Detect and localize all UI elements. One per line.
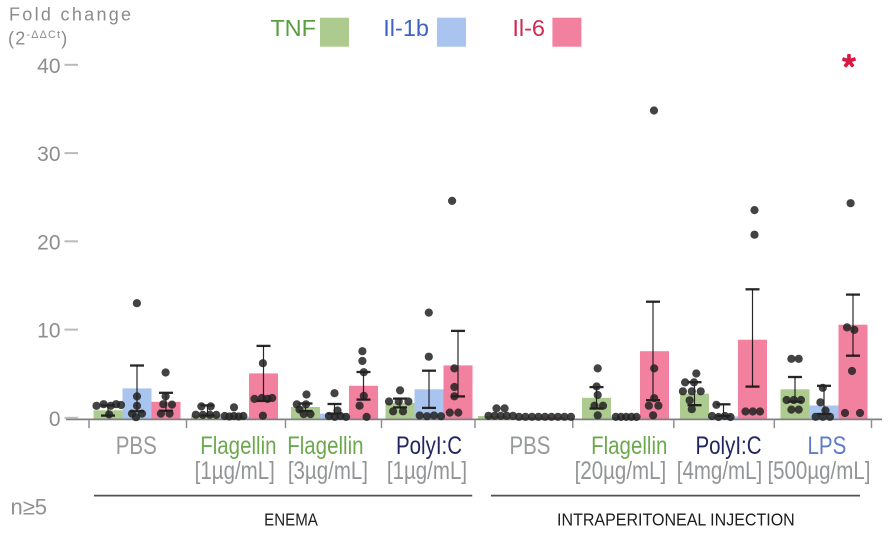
svg-text:Flagellin: Flagellin [287, 431, 363, 459]
svg-text:Flagellin: Flagellin [591, 431, 667, 459]
svg-text:Il-6: Il-6 [512, 15, 545, 41]
svg-text:[500µg/mL]: [500µg/mL] [767, 456, 870, 484]
svg-text:n≥5: n≥5 [11, 495, 48, 520]
svg-text:INTRAPERITONEAL INJECTION: INTRAPERITONEAL INJECTION [557, 509, 795, 529]
svg-text:30: 30 [37, 143, 60, 166]
svg-text:[1µg/mL]: [1µg/mL] [387, 456, 467, 484]
svg-text:20: 20 [37, 231, 60, 254]
svg-text:TNF: TNF [270, 15, 316, 41]
svg-text:PBS: PBS [116, 431, 157, 459]
svg-text:10: 10 [37, 320, 60, 343]
svg-text:ENEMA: ENEMA [264, 509, 318, 529]
svg-text:Fold change: Fold change [9, 5, 133, 25]
svg-text:PolyI:C: PolyI:C [396, 431, 462, 459]
svg-text:Flagellin: Flagellin [200, 431, 276, 459]
svg-text:PBS: PBS [509, 431, 550, 459]
svg-text:[4mg/mL]: [4mg/mL] [677, 456, 762, 484]
svg-text:40: 40 [37, 55, 60, 78]
svg-text:[3µg/mL]: [3µg/mL] [288, 456, 368, 484]
svg-text:0: 0 [49, 408, 61, 431]
svg-text:[1µg/mL]: [1µg/mL] [195, 456, 275, 484]
svg-text:[20µg/mL]: [20µg/mL] [575, 456, 667, 484]
svg-text:Il-1b: Il-1b [383, 15, 429, 41]
svg-text:LPS: LPS [808, 431, 847, 459]
svg-text:PolyI:C: PolyI:C [695, 431, 761, 459]
